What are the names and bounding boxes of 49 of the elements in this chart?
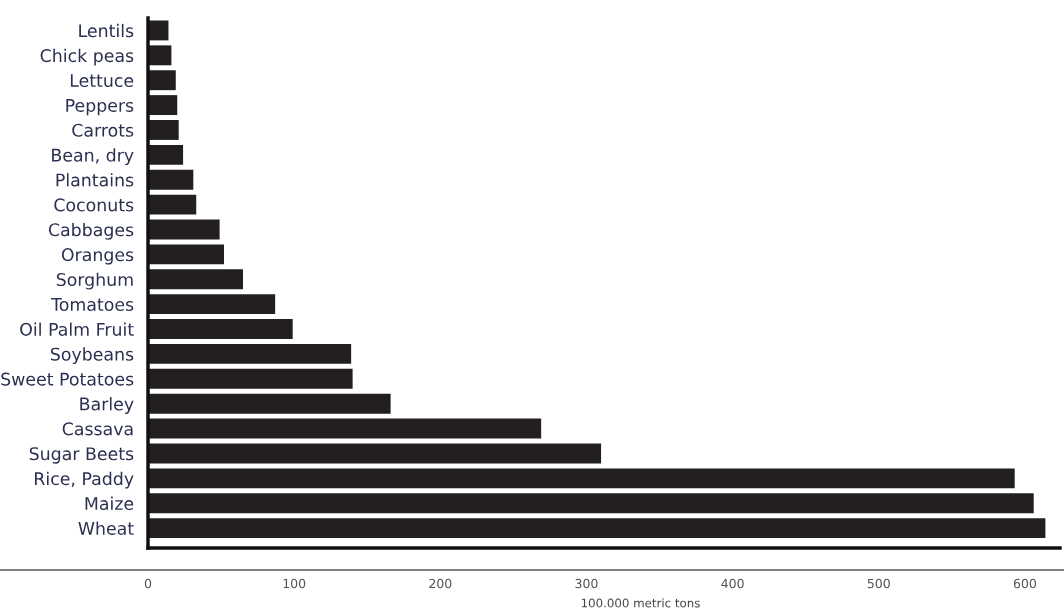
y-tick-label: Lentils: [79, 23, 134, 38]
bar: [148, 244, 224, 265]
bar: [148, 269, 243, 290]
y-tick-label: Soybeans: [50, 347, 134, 365]
bar: [148, 194, 197, 215]
y-tick-label: Peppers: [66, 99, 134, 116]
y-tick-label: Cabbages: [48, 222, 134, 240]
y-tick-label: Cassava: [62, 422, 133, 436]
bar: [148, 443, 602, 464]
bar: [148, 343, 352, 364]
bar: [148, 70, 176, 91]
bar: [148, 418, 542, 439]
y-tick-label: Tomatoes: [51, 298, 134, 311]
y-tick-label: Sugar Beets: [29, 447, 134, 464]
bar: [148, 169, 194, 190]
y-tick-label: Oranges: [61, 248, 134, 265]
y-tick-label: Carrots: [72, 123, 134, 137]
x-tick-label: 300: [575, 578, 598, 589]
y-tick-label: Plantains: [56, 173, 134, 187]
bar: [148, 518, 1046, 539]
bar: [148, 144, 184, 165]
bar: [148, 219, 220, 240]
bar: [148, 45, 172, 66]
bar: [148, 294, 276, 315]
x-tick-label: 200: [429, 578, 452, 589]
y-tick-label: Coconuts: [54, 198, 134, 212]
x-tick-label: 400: [721, 578, 744, 589]
bar: [148, 95, 178, 116]
y-tick-label: Chick peas: [40, 48, 134, 66]
y-tick-label: Wheat: [78, 521, 134, 535]
x-tick-label: 0: [144, 578, 152, 589]
bar: [148, 393, 391, 414]
y-tick-label: Maize: [85, 496, 134, 511]
x-tick-label: 100: [283, 578, 306, 589]
bar: [148, 368, 353, 389]
y-tick-label: Lettuce: [70, 74, 134, 88]
y-tick-label: Sorghum: [56, 272, 133, 290]
y-tick-label: Rice, Paddy: [35, 471, 134, 489]
bar: [148, 493, 1034, 514]
y-tick-label: Sweet Potatoes: [1, 372, 134, 386]
y-tick-label: Bean, dry: [52, 148, 134, 166]
bar: [148, 319, 293, 339]
y-tick-label: Oil Palm Fruit: [20, 322, 134, 336]
x-tick-label: 600: [1013, 578, 1037, 589]
x-tick-label: 500: [867, 578, 890, 589]
bar: [148, 120, 179, 140]
x-axis-title: 100.000 metric tons: [581, 598, 700, 608]
bar: [148, 468, 1015, 489]
y-tick-label: Barley: [80, 397, 134, 414]
